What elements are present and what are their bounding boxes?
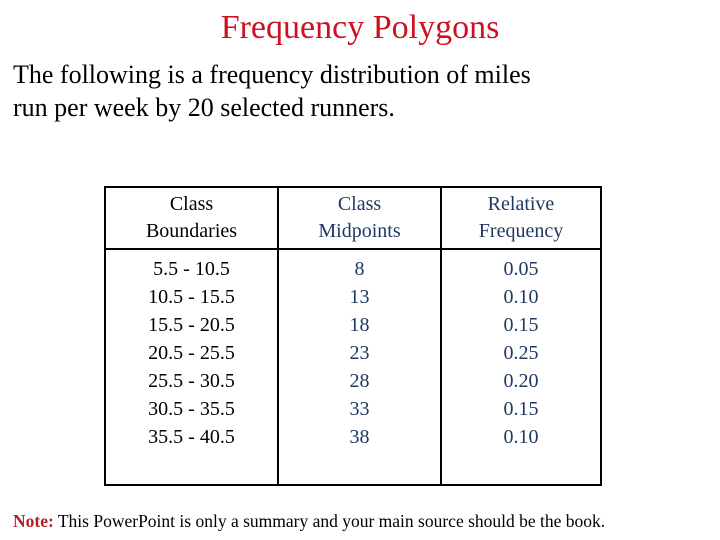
column-class-midpoints: Class Midpoints 8 13 18 23 28 33 38 (279, 188, 442, 484)
table-cell: 5.5 - 10.5 (153, 258, 230, 280)
column-header-class-midpoints: Class Midpoints (279, 188, 440, 250)
frequency-table: Class Boundaries 5.5 - 10.5 10.5 - 15.5 … (104, 186, 602, 486)
column-header-class-boundaries: Class Boundaries (106, 188, 277, 250)
table-cell: 13 (349, 286, 370, 308)
table-cell: 0.10 (503, 286, 539, 308)
table-cell: 15.5 - 20.5 (148, 314, 235, 336)
table-cell: 0.20 (503, 370, 539, 392)
column-body-class-midpoints: 8 13 18 23 28 33 38 (279, 250, 440, 451)
table-cell: 0.15 (503, 314, 539, 336)
table-cell: 23 (349, 342, 370, 364)
table-cell: 0.15 (503, 398, 539, 420)
note-text: This PowerPoint is only a summary and yo… (53, 511, 606, 531)
table-cell: 8 (354, 258, 365, 280)
column-body-relative-frequency: 0.05 0.10 0.15 0.25 0.20 0.15 0.10 (442, 250, 600, 451)
table-cell: 35.5 - 40.5 (148, 426, 235, 448)
table-cell: 30.5 - 35.5 (148, 398, 235, 420)
table-cell: 25.5 - 30.5 (148, 370, 235, 392)
column-header-relative-frequency: Relative Frequency (442, 188, 600, 250)
slide-title: Frequency Polygons (220, 9, 500, 46)
column-body-class-boundaries: 5.5 - 10.5 10.5 - 15.5 15.5 - 20.5 20.5 … (106, 250, 277, 451)
table-cell: 33 (349, 398, 370, 420)
table-cell: 28 (349, 370, 370, 392)
table-cell: 38 (349, 426, 370, 448)
footer-note: Note: This PowerPoint is only a summary … (13, 510, 713, 532)
table-cell: 10.5 - 15.5 (148, 286, 235, 308)
intro-line-2: run per week by 20 selected runners. (13, 93, 395, 122)
table-cell: 0.10 (503, 426, 539, 448)
table-cell: 0.05 (503, 258, 539, 280)
note-label: Note: (13, 511, 54, 531)
intro-line-1: The following is a frequency distributio… (13, 60, 531, 89)
intro-text: The following is a frequency distributio… (13, 58, 531, 124)
table-cell: 20.5 - 25.5 (148, 342, 235, 364)
column-relative-frequency: Relative Frequency 0.05 0.10 0.15 0.25 0… (442, 188, 600, 484)
table-cell: 0.25 (503, 342, 539, 364)
column-class-boundaries: Class Boundaries 5.5 - 10.5 10.5 - 15.5 … (106, 188, 279, 484)
table-cell: 18 (349, 314, 370, 336)
